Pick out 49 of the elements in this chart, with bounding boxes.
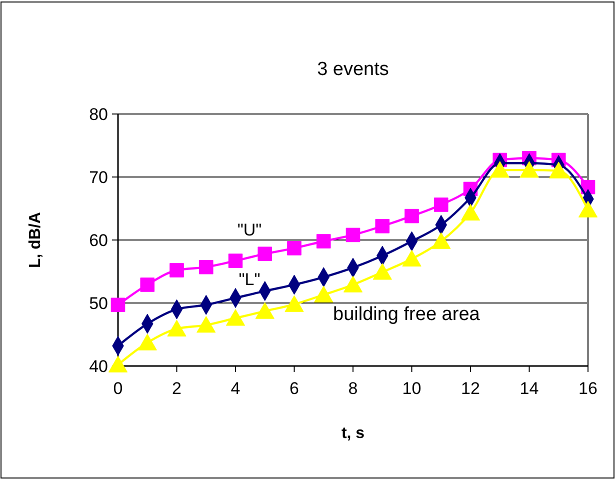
x-tick-label: 2 [172,379,182,398]
x-tick-label: 12 [461,379,480,398]
point [402,250,422,267]
point [140,278,155,292]
point [314,286,334,302]
series-label: "U" [237,220,262,240]
point [198,260,214,274]
y-tick-label: 80 [89,104,108,124]
point [170,263,184,278]
x-tick-label: 16 [578,379,598,398]
y-tick-label: 40 [89,356,108,376]
series-label: "L" [238,270,260,289]
point [108,356,128,372]
point [578,200,598,218]
point [460,204,480,221]
point [284,295,304,312]
y-tick-label: 60 [89,230,108,250]
point [434,198,448,212]
y-tick-label: 70 [89,168,108,187]
x-tick-label: 14 [520,379,539,398]
point [343,276,363,292]
point [167,320,186,336]
y-axis-title: L, dB/A [27,212,44,268]
point [258,246,272,261]
point [346,228,360,242]
point [372,263,392,280]
point [404,208,419,224]
point [287,241,302,256]
point [138,334,157,350]
point [110,298,126,312]
point [375,219,390,234]
y-tick-label: 50 [89,294,108,313]
point [432,232,451,249]
point [196,316,216,333]
x-tick-label: 4 [230,379,240,398]
x-tick-label: 10 [402,379,422,398]
point [255,302,274,319]
x-tick-label: 8 [348,379,358,398]
x-tick-label: 6 [290,379,299,398]
point [226,309,246,326]
x-tick-label: 0 [113,379,123,398]
point [316,234,331,248]
chart-title: 3 events [317,59,389,80]
annotation: building free area [333,304,480,325]
point [520,161,539,178]
point [228,254,243,268]
x-axis-title: t, s [341,425,365,442]
point [549,162,568,178]
point [490,161,510,178]
